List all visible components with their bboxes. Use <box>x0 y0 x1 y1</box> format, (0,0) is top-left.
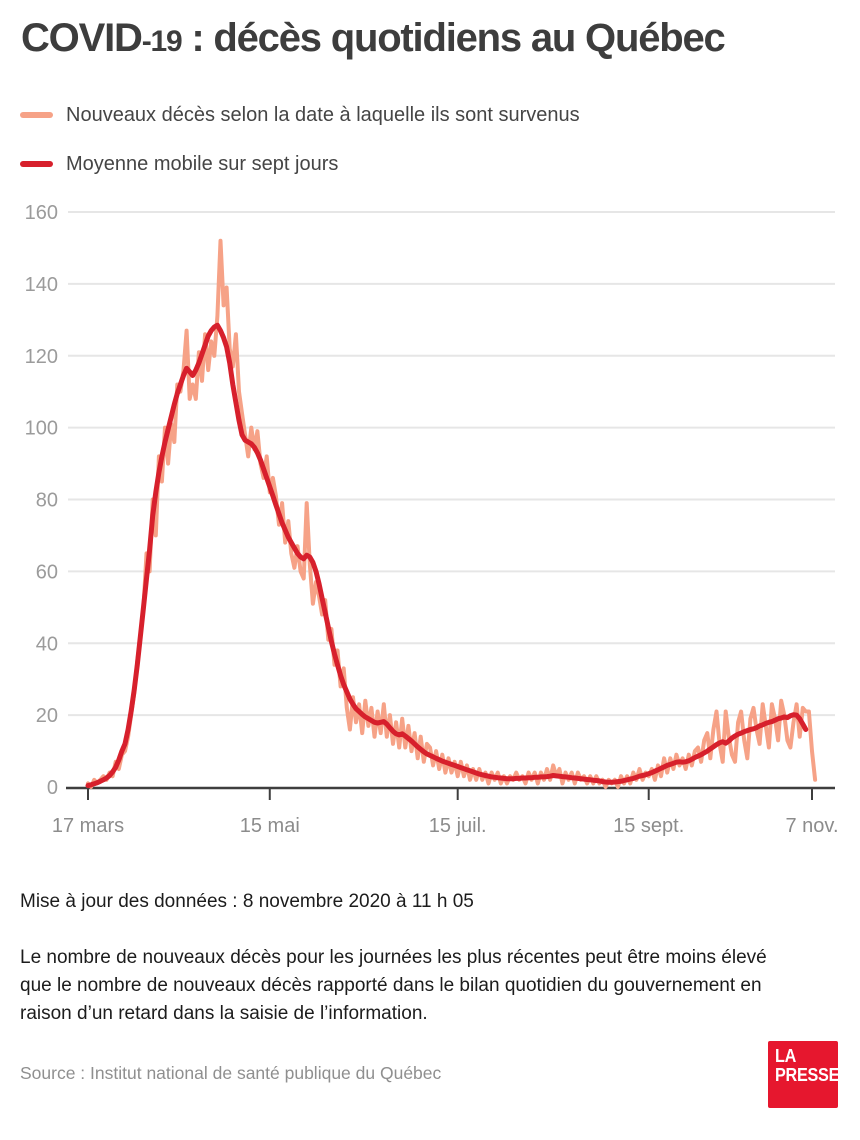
title-rest: : décès quotidiens au Québec <box>181 16 725 60</box>
y-label-60: 60 <box>36 561 58 583</box>
legend: Nouveaux décès selon la date à laquelle … <box>20 101 580 199</box>
x-axis <box>66 786 835 800</box>
x-label-0: 17 mars <box>52 815 124 837</box>
y-label-160: 160 <box>25 202 58 224</box>
y-label-0: 0 <box>47 777 58 799</box>
daily-deaths-swatch <box>20 112 53 118</box>
y-axis-labels: 0 20 40 60 80 100 120 140 160 <box>25 202 58 799</box>
y-label-80: 80 <box>36 490 58 512</box>
x-label-235: 7 nov. <box>786 815 839 837</box>
daily-deaths-label: Nouveaux décès selon la date à laquelle … <box>66 103 580 126</box>
y-label-40: 40 <box>36 633 58 655</box>
legend-item-moving-average: Moyenne mobile sur sept jours <box>20 150 580 178</box>
logo-line1: LA <box>775 1046 797 1066</box>
x-label-182: 15 sept. <box>613 815 684 837</box>
logo-line2: PRESSE <box>775 1065 840 1085</box>
y-label-100: 100 <box>25 418 58 440</box>
methodology-note: Le nombre de nouveaux décès pour les jou… <box>20 947 767 1024</box>
y-gridlines <box>68 211 835 717</box>
y-label-140: 140 <box>25 274 58 296</box>
moving-average-swatch <box>20 161 53 167</box>
title-number: -19 <box>141 25 183 58</box>
moving-average-label: Moyenne mobile sur sept jours <box>66 152 339 175</box>
data-updated-text: Mise à jour des données : 8 novembre 202… <box>20 891 474 912</box>
x-label-120: 15 juil. <box>429 815 487 837</box>
legend-item-daily-deaths: Nouveaux décès selon la date à laquelle … <box>20 101 580 129</box>
y-label-20: 20 <box>36 705 58 727</box>
la-presse-logo: LA PRESSE <box>768 1041 840 1108</box>
x-label-59: 15 mai <box>240 815 300 837</box>
y-label-120: 120 <box>25 346 58 368</box>
source-text: Source : Institut national de santé publ… <box>20 1063 442 1083</box>
daily-deaths-line <box>86 238 818 789</box>
title-prefix: COVID <box>21 16 143 60</box>
moving-average-line <box>85 322 809 789</box>
deaths-line-chart: 0 20 40 60 80 100 120 140 160 17 mars 15 mai 15 jui… <box>25 202 839 837</box>
page-title: COVID-19 : décès quotidiens au Québec <box>21 16 726 61</box>
x-axis-labels: 17 mars 15 mai 15 juil. 15 sept. 7 nov. <box>52 815 839 837</box>
